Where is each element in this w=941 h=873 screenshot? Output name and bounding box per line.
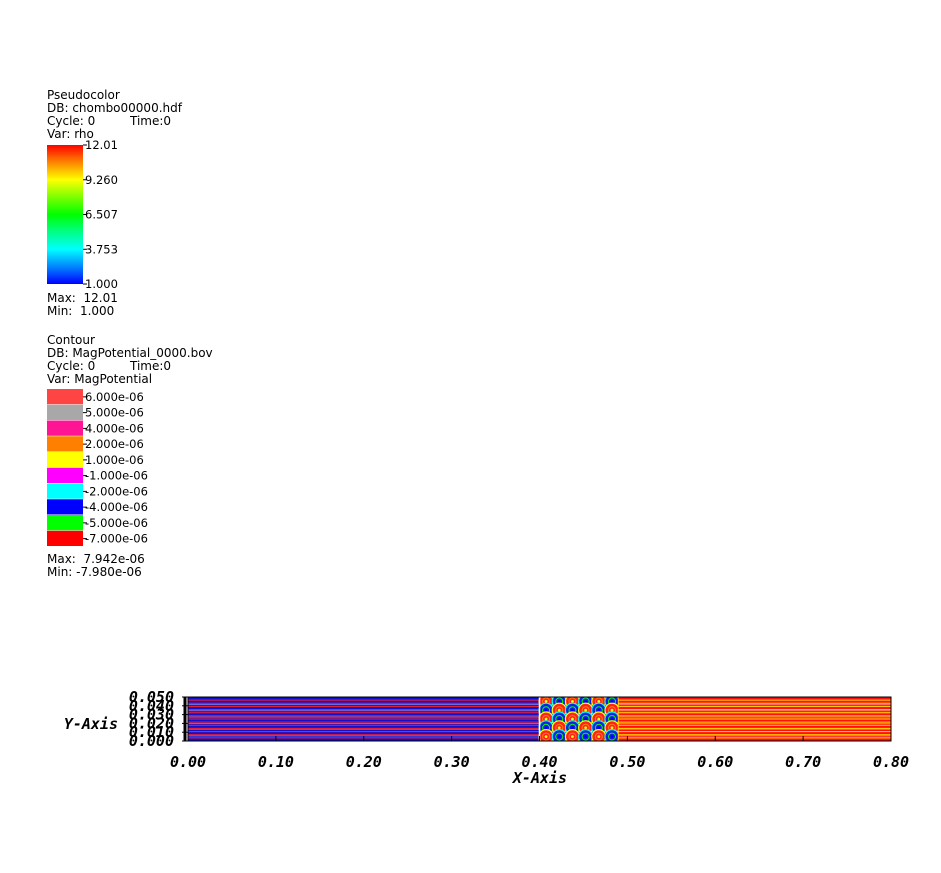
vortex-core	[571, 708, 574, 712]
pseudocolor-tick-label: 12.01	[85, 138, 118, 152]
pseudocolor-time: Time:0	[130, 114, 172, 128]
contour-swatch	[47, 483, 83, 499]
contour-db: DB: MagPotential_0000.bov	[47, 346, 213, 360]
vortex-core	[544, 717, 548, 721]
contour-cycle: Cycle: 0	[47, 359, 96, 373]
pseudocolor-db: DB: chombo00000.hdf	[47, 101, 182, 115]
contour-plot-type: Contour	[47, 333, 95, 347]
pseudocolor-max: Max: 12.01	[47, 291, 118, 305]
contour-level-label: 2.000e-06	[85, 437, 144, 451]
vortex-core	[584, 717, 588, 721]
contour-swatch	[47, 420, 83, 436]
contour-swatch	[47, 499, 83, 515]
y-tick-label: 0.040	[129, 697, 174, 715]
contour-level-label: -5.000e-06	[85, 516, 148, 530]
y-tick-label: 0.000	[129, 732, 174, 750]
pseudocolor-cycle: Cycle: 0	[47, 114, 96, 128]
vortex-core	[544, 708, 548, 712]
contour-swatch	[47, 467, 83, 483]
vortex-core	[610, 735, 614, 738]
vortex-core	[610, 708, 614, 712]
vortex-core	[584, 708, 588, 712]
vortex-core	[544, 700, 548, 703]
vortex-core	[557, 700, 561, 703]
pseudocolor-tick-label: 6.507	[85, 208, 118, 222]
contour-swatch	[47, 389, 83, 405]
vortex-core	[597, 726, 601, 730]
x-tick-label: 0.70	[785, 753, 821, 771]
x-tick-label: 0.30	[434, 753, 470, 771]
vortex-ring	[607, 732, 616, 741]
x-tick-label: 0.50	[609, 753, 645, 771]
pseudocolor-colorbar	[47, 145, 83, 284]
y-tick-label: 0.020	[129, 714, 174, 732]
y-tick-label: 0.050	[129, 688, 174, 706]
pseudocolor-tick-label: 1.000	[85, 277, 118, 291]
y-tick-label: 0.030	[129, 706, 174, 724]
vortex-core	[584, 735, 588, 738]
x-tick-label: 0.80	[873, 753, 909, 771]
vortex-ring	[555, 732, 564, 741]
vortex-ring	[542, 732, 551, 741]
axes: 0.00 0.10 0.20 0.30 0.40 0.50 0.60 0.70 0.80 0.05…	[129, 688, 909, 771]
x-tick-label: 0.10	[258, 753, 294, 771]
contour-var: Var: MagPotential	[47, 372, 153, 386]
vortex-core	[557, 735, 561, 738]
vortex-core	[557, 717, 561, 721]
vortex-core	[571, 726, 574, 730]
vortex-ring	[568, 732, 577, 741]
x-tick-label: 0.00	[170, 753, 206, 771]
vortex-core	[597, 700, 601, 703]
vortex-core	[597, 708, 601, 712]
pseudocolor-ticks: 12.01 9.260 6.507 3.753 1.000	[83, 138, 118, 291]
contour-swatch	[47, 515, 83, 531]
pseudocolor-tick-label: 3.753	[85, 242, 118, 256]
vortex-core	[584, 726, 588, 730]
contour-level-label: -1.000e-06	[85, 469, 148, 483]
x-tick-label: 0.60	[697, 753, 733, 771]
pseudocolor-tick-label: 9.260	[85, 173, 118, 187]
vortex-core	[544, 726, 548, 730]
contour-swatch	[47, 404, 83, 420]
contour-min: Min: -7.980e-06	[47, 565, 142, 579]
vortex-core	[571, 735, 574, 738]
y-tick-label: 0.010	[129, 723, 174, 741]
contour-swatch	[47, 452, 83, 468]
plot-area	[188, 697, 891, 741]
contour-level-label: 6.000e-06	[85, 390, 144, 404]
vortex-core	[557, 708, 561, 712]
vortex-core	[610, 726, 614, 730]
vortex-core	[571, 717, 574, 721]
vortex-core	[544, 735, 548, 738]
contour-max: Max: 7.942e-06	[47, 552, 145, 566]
contour-level-label: -4.000e-06	[85, 500, 148, 514]
contour-level-label: 4.000e-06	[85, 421, 144, 435]
x-tick-label: 0.40	[521, 753, 557, 771]
vortex-core	[557, 726, 561, 730]
contour-level-label: -7.000e-06	[85, 532, 148, 546]
vortex-core	[597, 735, 601, 738]
contour-swatches: 6.000e-06 5.000e-064.000e-06 2.000e-06 1.00…	[47, 389, 148, 546]
x-tick-label: 0.20	[346, 753, 382, 771]
vortex-ring	[581, 732, 590, 741]
vortex-core	[571, 700, 574, 703]
pseudocolor-min: Min: 1.000	[47, 304, 115, 318]
contour-level-label: 5.000e-06	[85, 406, 144, 420]
vortex-core	[584, 700, 588, 703]
vortex-core	[597, 717, 601, 721]
vortex-core	[610, 717, 614, 721]
contour-level-label: -2.000e-06	[85, 484, 148, 498]
contour-time: Time:0	[130, 359, 172, 373]
contour-swatch	[47, 530, 83, 546]
x-axis-title: X-Axis	[511, 769, 567, 787]
vortex-core	[610, 700, 614, 703]
vortex-ring	[594, 732, 603, 741]
pseudocolor-plot-type: Pseudocolor	[47, 88, 120, 102]
contour-swatch	[47, 436, 83, 452]
pseudocolor-var: Var: rho	[47, 127, 94, 141]
contour-level-label: 1.000e-06	[85, 453, 144, 467]
y-axis-title: Y-Axis	[64, 715, 118, 733]
